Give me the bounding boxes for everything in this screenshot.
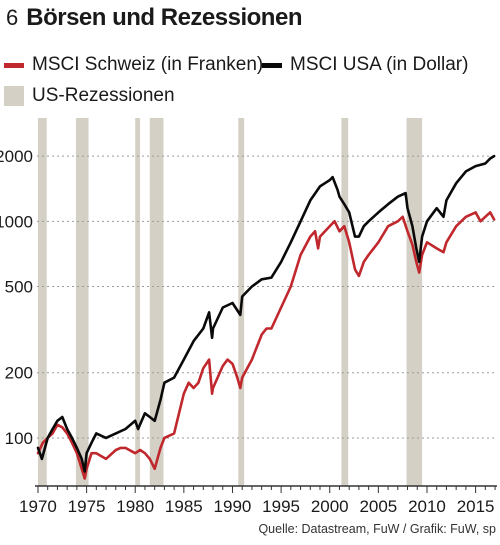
y-tick-label: 2000 [0, 147, 33, 166]
legend-swatch-recession [4, 86, 24, 106]
legend-swatch-usa [262, 62, 282, 68]
x-tick-label: 2005 [359, 497, 397, 516]
grid-lines [37, 155, 497, 439]
y-axis-labels: 100 200 500 1000 2000 [0, 147, 33, 448]
recession-bands [37, 118, 423, 486]
legend-item-usa: MSCI USA (in Dollar) [262, 54, 468, 76]
figure-header: 6 Börsen und Rezessionen [6, 4, 302, 32]
series-lines [36, 154, 496, 480]
legend-swatch-schweiz [4, 62, 24, 68]
legend-label-usa: MSCI USA (in Dollar) [290, 54, 469, 75]
x-tick-label: 2000 [311, 497, 349, 516]
recession-band-1 [75, 118, 89, 486]
x-axis-labels: 1970 1975 1980 1985 1990 1995 2000 2005 2010 2015 [19, 497, 494, 516]
x-tick-label: 1970 [19, 497, 57, 516]
x-tick-label: 2015 [457, 497, 495, 516]
line-chart: 10020050010002000 1970197519801985199019… [0, 118, 497, 516]
recession-band-6 [406, 118, 423, 486]
source-note: Quelle: Datastream, FuW / Grafik: FuW, s… [258, 522, 496, 536]
y-tick-label: 100 [5, 429, 33, 448]
figure-number: 6 [6, 5, 19, 30]
x-tick-label: 1990 [214, 497, 252, 516]
series-line-usa [36, 154, 496, 473]
chart-legend: MSCI Schweiz (in Franken) MSCI USA (in D… [0, 54, 500, 110]
y-tick-label: 500 [5, 278, 33, 297]
x-tick-label: 1980 [116, 497, 154, 516]
legend-label-recession: US-Rezessionen [32, 85, 175, 106]
x-tick-label: 2010 [408, 497, 446, 516]
y-tick-label: 1000 [0, 212, 33, 231]
recession-band-0 [37, 118, 47, 486]
series-line-schweiz [36, 211, 496, 480]
legend-item-schweiz: MSCI Schweiz (in Franken) [4, 54, 263, 76]
legend-label-schweiz: MSCI Schweiz (in Franken) [32, 54, 264, 75]
x-tick-label: 1995 [262, 497, 300, 516]
x-tick-label: 1975 [68, 497, 106, 516]
recession-band-2 [135, 118, 141, 486]
recession-band-3 [149, 118, 164, 486]
x-tick-label: 1985 [165, 497, 203, 516]
y-tick-label: 200 [5, 364, 33, 383]
legend-item-recession: US-Rezessionen [4, 85, 175, 107]
x-axis [35, 485, 497, 493]
recession-band-5 [341, 118, 349, 486]
chart-title: Börsen und Rezessionen [26, 4, 302, 31]
